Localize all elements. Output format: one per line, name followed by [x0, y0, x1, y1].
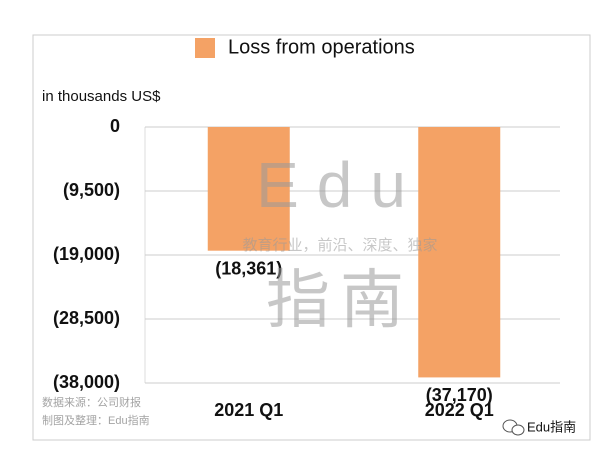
y-tick-label: 0 — [110, 116, 120, 136]
x-tick-label: 2021 Q1 — [214, 400, 283, 420]
watermark: 教育行业，前沿、深度、独家 — [242, 237, 437, 254]
y-tick-label: (19,000) — [53, 244, 120, 264]
badge-icon — [502, 419, 525, 436]
legend-label: Loss from operations — [228, 36, 415, 58]
credit-note: 制图及整理：Edu指南 — [42, 413, 150, 427]
badge-text: Edu指南 — [527, 419, 576, 434]
watermark: 指南 — [266, 264, 414, 336]
value-label: (18,361) — [215, 258, 282, 278]
watermark: Edu — [256, 149, 424, 221]
x-tick-label: 2022 Q1 — [425, 400, 494, 420]
y-tick-label: (9,500) — [63, 180, 120, 200]
value-label: (37,170) — [426, 385, 493, 405]
legend-swatch — [195, 38, 215, 58]
bar — [418, 127, 501, 378]
y-tick-label: (28,500) — [53, 308, 120, 328]
y-tick-label: (38,000) — [53, 372, 120, 392]
y-axis-label: in thousands US$ — [42, 88, 161, 105]
bar — [207, 127, 290, 251]
source-note: 数据来源：公司财报 — [42, 395, 141, 409]
